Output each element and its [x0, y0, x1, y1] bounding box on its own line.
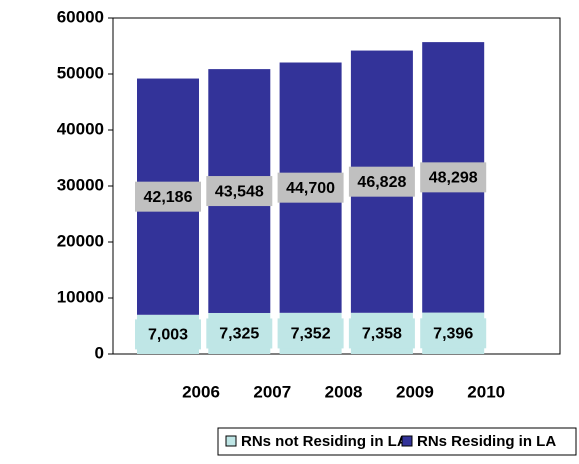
value-label: 7,352 — [291, 326, 331, 343]
legend-swatch — [225, 435, 237, 447]
value-label-bg — [348, 166, 415, 197]
legend-label: RNs Residing in LA — [417, 433, 556, 450]
value-label: 48,298 — [429, 170, 478, 187]
y-tick-label: 0 — [95, 343, 104, 362]
value-label-bg — [135, 319, 201, 350]
x-tick-label: 2009 — [396, 382, 434, 401]
value-label: 7,003 — [148, 327, 188, 344]
value-label: 43,548 — [215, 183, 264, 200]
y-tick-label: 10000 — [57, 287, 104, 306]
y-tick-label: 20000 — [57, 231, 104, 250]
value-label-bg — [348, 318, 415, 349]
value-label: 42,186 — [144, 189, 193, 206]
value-label: 7,358 — [362, 326, 402, 343]
value-label: 7,396 — [433, 326, 473, 343]
value-label: 7,325 — [219, 326, 259, 343]
legend-label: RNs not Residing in LA — [241, 433, 408, 450]
y-tick-label: 50000 — [57, 63, 104, 82]
x-tick-label: 2006 — [182, 382, 220, 401]
x-tick-label: 2007 — [253, 382, 291, 401]
value-label-bg — [206, 176, 273, 207]
y-tick-label: 60000 — [57, 7, 104, 26]
value-label-bg — [420, 162, 487, 193]
y-tick-label: 40000 — [57, 119, 104, 138]
value-label: 46,828 — [357, 174, 406, 191]
value-label-bg — [277, 172, 344, 203]
value-label-bg — [277, 318, 344, 349]
x-tick-label: 2010 — [467, 382, 505, 401]
value-label-bg — [206, 318, 273, 349]
value-label: 44,700 — [286, 180, 335, 197]
legend-swatch — [401, 435, 413, 447]
x-tick-label: 2008 — [325, 382, 363, 401]
legend-box — [217, 427, 577, 456]
value-label-bg — [420, 318, 487, 349]
y-tick-label: 30000 — [57, 175, 104, 194]
value-label-bg — [135, 181, 201, 212]
